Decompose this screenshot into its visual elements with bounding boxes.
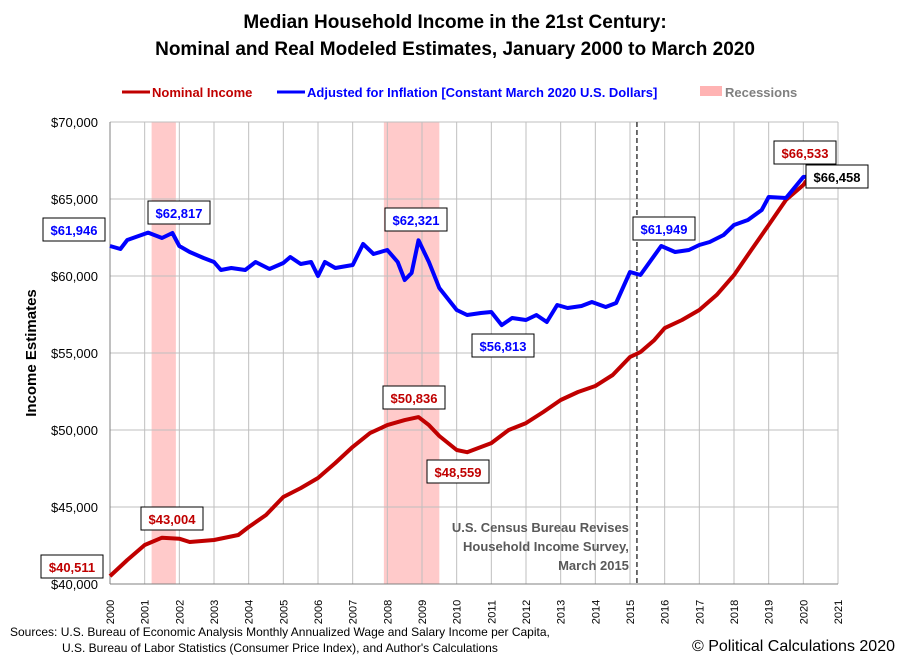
sources-line-1: Sources: U.S. Bureau of Economic Analysi… [10, 625, 550, 639]
nominal-income-line [108, 174, 812, 578]
legend-swatch-recessions [700, 86, 722, 96]
data-label: $56,813 [480, 339, 527, 354]
axes: $40,000 $45,000 $50,000 $55,000 $60,000 $65,0… [51, 115, 845, 624]
legend: Nominal Income Adjusted for Inflation [Co… [122, 85, 797, 100]
sources-line-2: U.S. Bureau of Labor Statistics (Consume… [62, 641, 498, 655]
x-tick-label: 2020 [798, 600, 810, 624]
data-label-box [632, 216, 696, 241]
x-tick-label: 2010 [452, 600, 464, 624]
series-lines [108, 174, 812, 578]
data-label: $48,559 [435, 465, 482, 480]
census-note: U.S. Census Bureau Revises [452, 520, 629, 535]
legend-label-2: Recessions [725, 85, 797, 100]
y-tick-label: $60,000 [51, 269, 98, 284]
data-label: $62,817 [156, 206, 203, 221]
x-tick-label: 2008 [382, 600, 394, 624]
x-tick-label: 2006 [313, 600, 325, 624]
x-tick-label: 2003 [209, 600, 221, 624]
data-label: $62,321 [393, 213, 440, 228]
data-label-box [384, 207, 448, 232]
data-label: $66,458 [814, 170, 861, 185]
annotations: U.S. Census Bureau Revises Household Inco… [40, 140, 869, 579]
data-label-box [805, 164, 869, 189]
data-label-box [40, 554, 104, 579]
y-tick-label: $40,000 [51, 577, 98, 592]
x-tick-label: 2001 [140, 600, 152, 624]
data-label-box [471, 333, 535, 358]
x-tick-label: 2017 [694, 600, 706, 624]
y-tick-label: $65,000 [51, 192, 98, 207]
x-tick-label: 2002 [174, 600, 186, 624]
chart-title: Median Household Income in the 21st Cent… [243, 12, 666, 33]
data-label: $40,511 [49, 560, 95, 575]
data-label-box [140, 506, 204, 531]
real-income-line [109, 174, 811, 328]
x-tick-label: 2004 [244, 600, 256, 624]
copyright: © Political Calculations 2020 [692, 638, 895, 655]
x-tick-label: 2005 [278, 600, 290, 624]
legend-label-1: Adjusted for Inflation [Constant March 2… [307, 85, 657, 100]
x-tick-label: 2014 [590, 600, 602, 624]
data-label-box [773, 140, 837, 165]
x-tick-label: 2011 [486, 600, 498, 624]
x-tick-label: 2013 [556, 600, 568, 624]
x-tick-label: 2019 [764, 600, 776, 624]
chart-subtitle: Nominal and Real Modeled Estimates, Janu… [155, 39, 755, 60]
data-label: $43,004 [149, 512, 197, 527]
data-label-box [42, 217, 106, 242]
x-tick-label: 2000 [105, 600, 117, 624]
legend-label-0: Nominal Income [152, 85, 252, 100]
y-tick-label: $70,000 [51, 115, 98, 130]
y-tick-label: $50,000 [51, 423, 98, 438]
x-tick-label: 2015 [625, 600, 637, 624]
x-tick-label: 2007 [348, 600, 360, 624]
census-note: Household Income Survey, [463, 539, 629, 554]
data-label-box [382, 385, 446, 410]
y-tick-label: $45,000 [51, 500, 98, 515]
x-tick-label: 2016 [660, 600, 672, 624]
x-tick-label: 2018 [729, 600, 741, 624]
grid [109, 121, 839, 585]
y-tick-label: $55,000 [51, 346, 98, 361]
x-tick-label: 2009 [417, 600, 429, 624]
data-label-box [426, 459, 490, 484]
data-label-box [147, 200, 211, 225]
data-label: $50,836 [391, 391, 438, 406]
data-label: $61,949 [641, 222, 688, 237]
y-axis-title: Income Estimates [23, 289, 40, 417]
data-label: $66,533 [782, 146, 829, 161]
x-tick-label: 2012 [521, 600, 533, 624]
x-tick-label: 2021 [833, 600, 845, 624]
data-label: $61,946 [51, 223, 98, 238]
census-note: March 2015 [558, 558, 629, 573]
